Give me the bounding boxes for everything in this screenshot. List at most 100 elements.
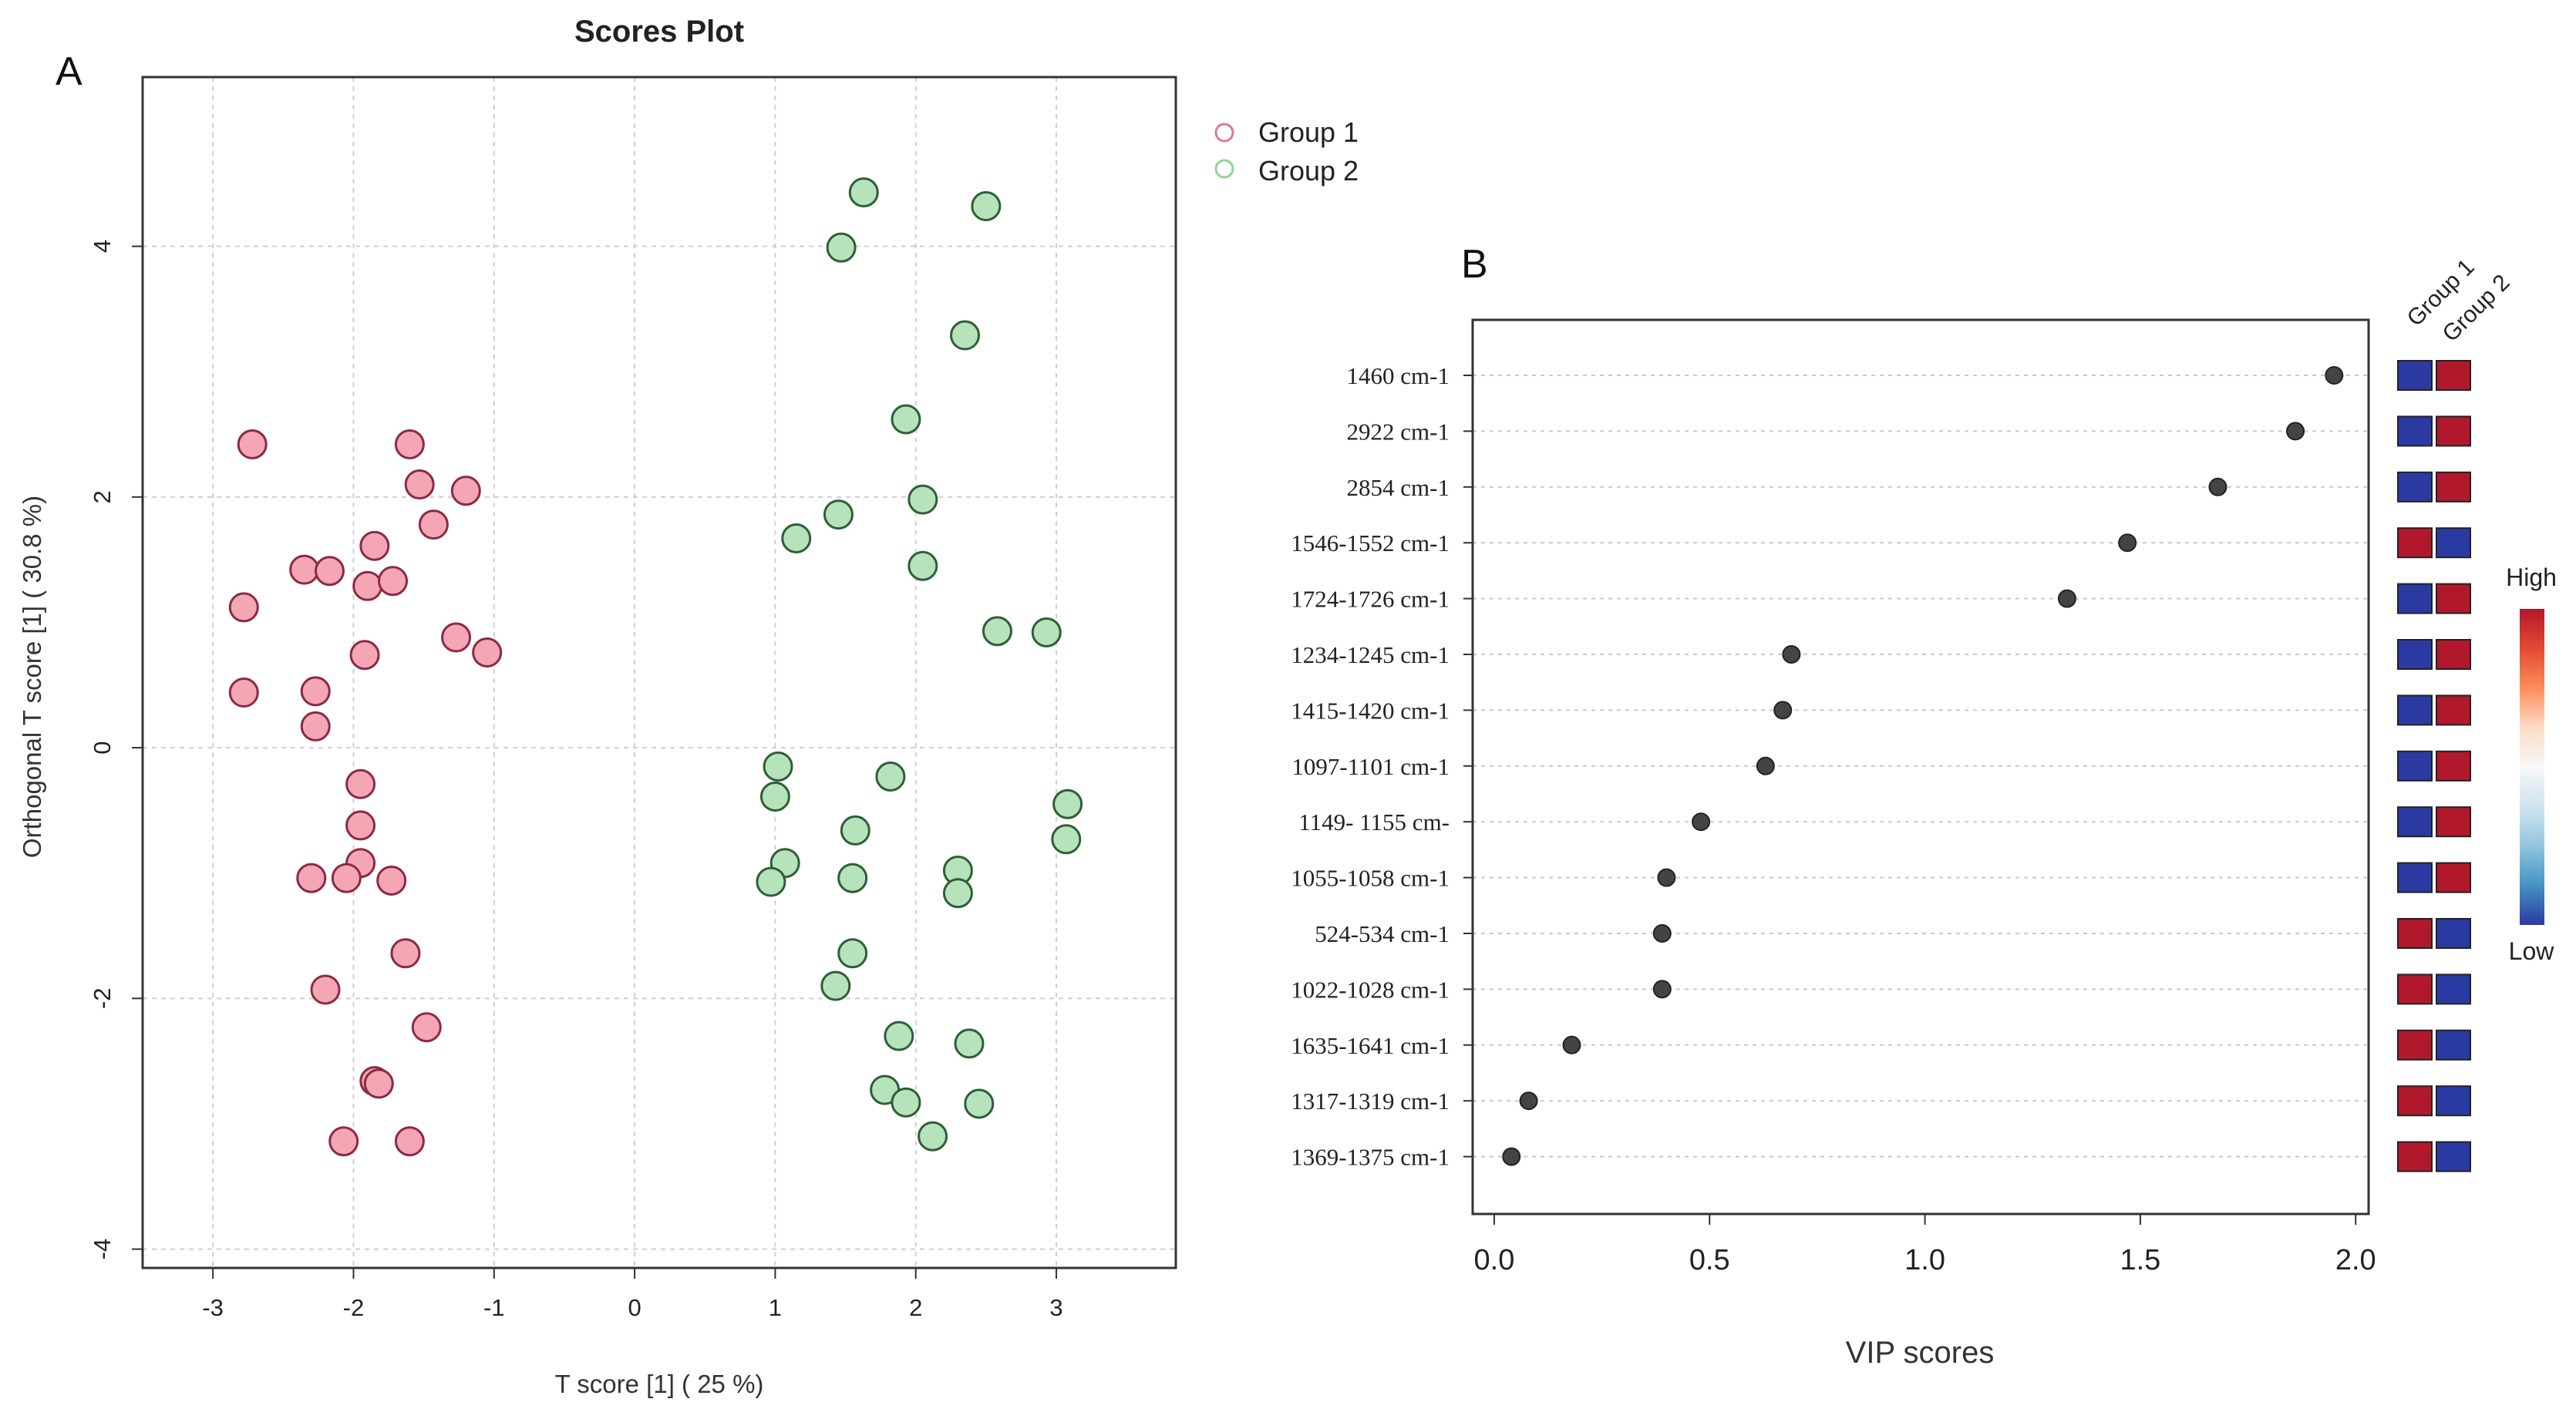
heat-cell-group1-5 [2397, 639, 2433, 670]
point-group-1-7 [314, 556, 345, 587]
vip-point-0 [2325, 366, 2344, 385]
vip-point-9 [1657, 868, 1676, 887]
point-group-1-20 [296, 862, 327, 893]
point-group-2-25 [954, 1028, 985, 1059]
heat-cell-group1-4 [2397, 583, 2433, 614]
legend-label-group-2: Group 2 [1258, 155, 1359, 187]
feature-label-3: 1546-1552 cm-1 [1291, 530, 1450, 557]
point-group-2-6 [823, 499, 854, 530]
point-group-2-2 [826, 232, 857, 263]
vip-plot-ticks: 0.0 0.5 1.0 1.5 2.0 [1463, 375, 2376, 1276]
vip-point-7 [1756, 756, 1775, 775]
vip-tick-label-0: 0.0 [1474, 1244, 1515, 1276]
legend-marker-group-1 [1214, 123, 1234, 143]
heat-cell-group2-14 [2436, 1141, 2471, 1172]
vip-point-12 [1562, 1035, 1581, 1054]
vip-tick-label-2: 1.0 [1904, 1244, 1945, 1276]
point-group-1-0 [237, 429, 268, 460]
scores-plot-grid [143, 77, 1176, 1268]
feature-label-13: 1317-1319 cm-1 [1291, 1088, 1450, 1115]
point-group-2-28 [918, 1121, 948, 1152]
heat-cell-group1-8 [2397, 806, 2433, 838]
point-group-2-11 [763, 751, 793, 782]
point-group-1-21 [331, 862, 362, 893]
feature-label-2: 2854 cm-1 [1347, 474, 1450, 501]
point-group-2-5 [907, 484, 938, 515]
heat-cell-group2-13 [2436, 1085, 2471, 1117]
heat-cell-group2-10 [2436, 918, 2471, 949]
point-group-1-3 [450, 476, 481, 506]
heat-cell-group2-4 [2436, 583, 2471, 614]
heat-cell-group1-2 [2397, 471, 2433, 503]
vip-point-4 [2057, 589, 2076, 608]
heat-cell-group2-7 [2436, 750, 2471, 782]
colorbar-high-label: High [2506, 563, 2557, 591]
heat-cell-group2-6 [2436, 694, 2471, 726]
point-group-2-19 [837, 862, 868, 893]
point-group-1-28 [328, 1126, 359, 1157]
heat-cell-group2-0 [2436, 360, 2471, 391]
point-group-1-18 [345, 810, 376, 841]
heat-cell-group2-3 [2436, 527, 2471, 559]
feature-label-10: 524-534 cm-1 [1315, 920, 1450, 947]
point-group-1-17 [345, 768, 376, 799]
feature-label-9: 1055-1058 cm-1 [1291, 865, 1450, 892]
heat-cell-group2-8 [2436, 806, 2471, 838]
tick-label-y-0: -4 [89, 1239, 116, 1260]
vip-plot-grid [1473, 375, 2369, 1158]
point-group-2-27 [891, 1087, 921, 1118]
vip-tick-label-4: 2.0 [2335, 1244, 2376, 1276]
tick-label-y-4: 4 [89, 240, 116, 253]
point-group-1-5 [359, 530, 390, 561]
point-group-1-6 [289, 554, 320, 585]
vip-heatmap [2397, 360, 2471, 1172]
vip-plot: 0.0 0.5 1.0 1.5 2.0 1460 cm-1 2922 cm-1 2854 c… [1291, 318, 2376, 1276]
vip-tick-label-1: 0.5 [1689, 1244, 1730, 1276]
point-group-1-27 [363, 1068, 394, 1099]
point-group-1-9 [378, 566, 409, 597]
heat-cell-group1-1 [2397, 415, 2433, 447]
point-group-2-13 [875, 761, 906, 792]
heat-cell-group1-0 [2397, 360, 2433, 391]
tick-label-y-3: 2 [89, 490, 116, 503]
heat-cell-group1-7 [2397, 750, 2433, 782]
point-group-1-12 [472, 637, 503, 667]
vip-point-1 [2286, 422, 2305, 441]
chart-a-ylabel: Orthogonal T score [1] ( 30.8 %) [18, 496, 46, 858]
tick-label-x-5: 2 [909, 1294, 922, 1321]
heat-cell-group1-3 [2397, 527, 2433, 559]
heat-cell-group1-13 [2397, 1085, 2433, 1117]
tick-label-x-2: -1 [483, 1294, 505, 1321]
point-group-2-8 [907, 550, 938, 581]
point-group-2-24 [884, 1021, 914, 1051]
heat-cell-group2-11 [2436, 973, 2471, 1005]
point-group-2-29 [964, 1088, 995, 1119]
point-group-1-29 [394, 1126, 425, 1157]
point-group-2-23 [820, 970, 851, 1001]
point-group-1-8 [352, 570, 383, 601]
point-group-2-4 [891, 404, 921, 435]
scores-plot-ticks: -3 -2 -1 0 1 2 3 -4 -2 0 2 4 [89, 240, 1063, 1321]
point-group-2-1 [971, 191, 1002, 222]
point-group-2-9 [982, 616, 1012, 647]
point-group-2-21 [942, 878, 973, 909]
vip-point-8 [1692, 812, 1711, 832]
panel-b-label: B [1461, 242, 1488, 287]
point-group-2-15 [840, 815, 870, 846]
feature-label-14: 1369-1375 cm-1 [1291, 1144, 1450, 1171]
chart-a-xlabel: T score [1] ( 25 %) [555, 1370, 764, 1398]
point-group-2-3 [950, 320, 981, 351]
colorbar-low-label: Low [2509, 937, 2555, 965]
point-group-1-13 [349, 640, 380, 671]
vip-point-13 [1519, 1091, 1538, 1111]
feature-label-6: 1415-1420 cm-1 [1291, 697, 1450, 724]
chart-a-title: Scores Plot [574, 15, 744, 49]
heat-cell-group2-5 [2436, 639, 2471, 670]
vip-point-5 [1782, 645, 1801, 664]
point-group-1-25 [411, 1012, 442, 1043]
legend-marker-group-2 [1214, 159, 1234, 179]
point-group-1-14 [228, 678, 259, 708]
tick-label-x-4: 1 [769, 1294, 782, 1321]
colorbar-bar [2520, 609, 2544, 925]
